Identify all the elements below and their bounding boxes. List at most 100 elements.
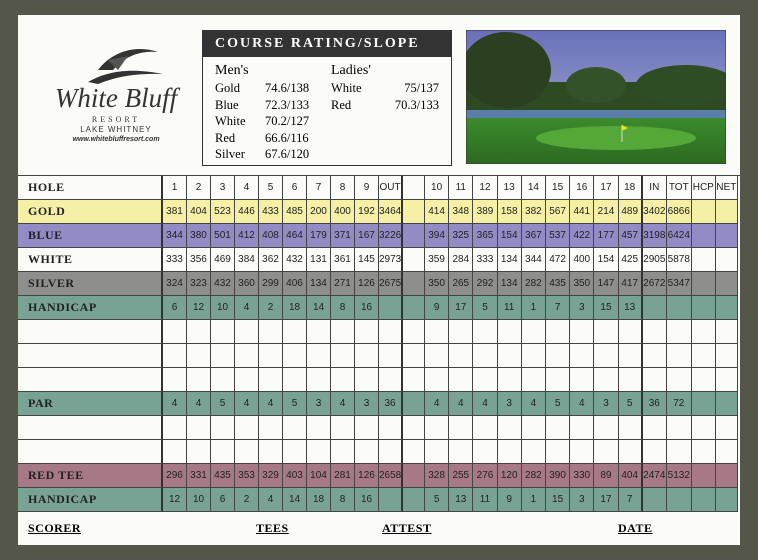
cell: 14 (307, 296, 331, 320)
cell (618, 320, 643, 344)
cell: 4 (235, 392, 259, 416)
cell: 13 (497, 176, 522, 200)
cell (666, 440, 692, 464)
cell (521, 416, 546, 440)
cell: 18 (307, 488, 331, 512)
cell (473, 320, 498, 344)
cell: 394 (425, 224, 450, 248)
cell (570, 344, 595, 368)
row-label: PAR (18, 392, 163, 416)
cell (259, 440, 283, 464)
cell (425, 416, 450, 440)
cell: 3464 (379, 200, 403, 224)
cell: 145 (355, 248, 379, 272)
cell (449, 344, 474, 368)
cell: 265 (449, 272, 474, 296)
cell (521, 320, 546, 344)
cell: 325 (449, 224, 474, 248)
cell (666, 488, 692, 512)
cell: 5 (425, 488, 450, 512)
row-label (18, 440, 163, 464)
cell (618, 416, 643, 440)
cell (473, 416, 498, 440)
cell: 2672 (642, 272, 667, 296)
cell: 333 (163, 248, 187, 272)
cell (642, 368, 667, 392)
cell: 147 (594, 272, 619, 296)
cell: 5132 (666, 464, 692, 488)
cell (355, 320, 379, 344)
cell (642, 416, 667, 440)
cell (691, 344, 716, 368)
row-label: HANDICAP (18, 296, 163, 320)
cell (379, 296, 403, 320)
cell (715, 440, 738, 464)
cell: 435 (546, 272, 571, 296)
cell: 72 (666, 392, 692, 416)
cell: 361 (331, 248, 355, 272)
cell: 9 (497, 488, 522, 512)
cell: 271 (331, 272, 355, 296)
cell: 4 (521, 392, 546, 416)
cell: 104 (307, 464, 331, 488)
cell: 17 (594, 176, 619, 200)
cell: 134 (497, 272, 522, 296)
cell (403, 440, 425, 464)
cell: 344 (163, 224, 187, 248)
cell (259, 320, 283, 344)
cell: 365 (473, 224, 498, 248)
logo-bird (88, 49, 163, 84)
cell (403, 224, 425, 248)
cell: 7 (307, 176, 331, 200)
cell (379, 440, 403, 464)
cell (187, 368, 211, 392)
cell (211, 344, 235, 368)
cell: 36 (642, 392, 667, 416)
cell: TOT (666, 176, 692, 200)
cell (211, 416, 235, 440)
cell (570, 440, 595, 464)
cell (691, 200, 716, 224)
row-label: SILVER (18, 272, 163, 296)
cell (666, 416, 692, 440)
rating-tee: Gold (215, 81, 240, 95)
cell (425, 344, 450, 368)
row-label: BLUE (18, 224, 163, 248)
cell (449, 416, 474, 440)
cell: 6 (163, 296, 187, 320)
cell (283, 368, 307, 392)
cell (425, 320, 450, 344)
cell (187, 344, 211, 368)
cell (403, 488, 425, 512)
cell: 6 (211, 488, 235, 512)
cell (355, 344, 379, 368)
cell: 6 (283, 176, 307, 200)
cell: 296 (163, 464, 187, 488)
cell: 214 (594, 200, 619, 224)
cell (715, 296, 738, 320)
cell: 17 (449, 296, 474, 320)
cell: 11 (473, 488, 498, 512)
cell: 89 (594, 464, 619, 488)
cell (331, 344, 355, 368)
cell (307, 440, 331, 464)
cell: 1 (163, 176, 187, 200)
cell: 359 (425, 248, 450, 272)
cell: 328 (425, 464, 450, 488)
cell: 4 (449, 392, 474, 416)
cell (235, 368, 259, 392)
cell: 2905 (642, 248, 667, 272)
cell: 5 (283, 392, 307, 416)
cell: 299 (259, 272, 283, 296)
cell (163, 368, 187, 392)
cell: 5 (618, 392, 643, 416)
cell (715, 248, 738, 272)
cell: 422 (570, 224, 595, 248)
cell (642, 440, 667, 464)
cell (307, 416, 331, 440)
cell: 408 (259, 224, 283, 248)
cell (546, 344, 571, 368)
cell (211, 368, 235, 392)
cell (235, 440, 259, 464)
